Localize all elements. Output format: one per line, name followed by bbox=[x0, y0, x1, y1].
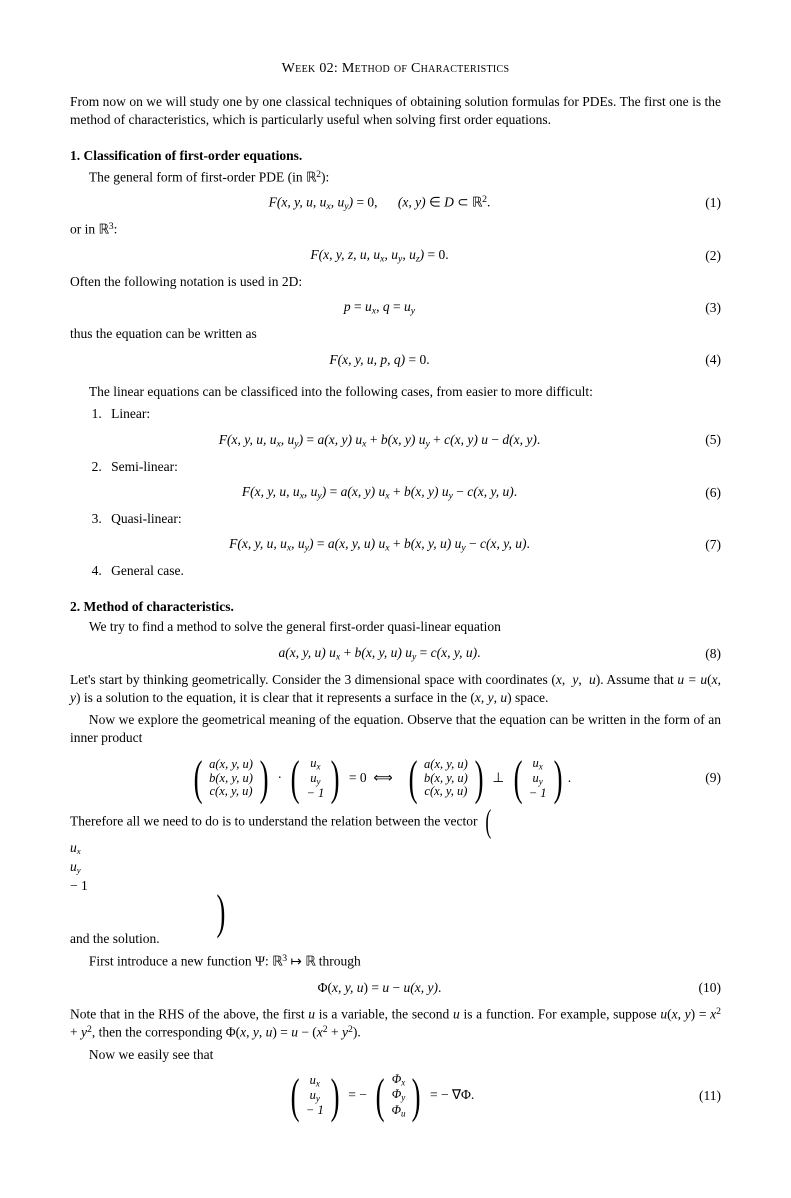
list-item-1: 1. Linear: bbox=[92, 405, 721, 423]
eq-num-6: (6) bbox=[689, 484, 721, 502]
equation-6: F(x, y, u, ux, uy) = a(x, y) ux + b(x, y… bbox=[70, 482, 721, 504]
eq-num-5: (5) bbox=[689, 431, 721, 449]
list-item-4: 4. General case. bbox=[92, 562, 721, 580]
text-therefore-b: and the solution. bbox=[70, 931, 160, 946]
eq-num-2: (2) bbox=[689, 247, 721, 265]
eq-num-7: (7) bbox=[689, 536, 721, 554]
text-geom2: Now we explore the geometrical meaning o… bbox=[70, 711, 721, 747]
text-phi-intro: First introduce a new function Ψ: ℝ3 ↦ ℝ… bbox=[70, 952, 721, 971]
text-classification: The linear equations can be classificed … bbox=[70, 383, 721, 401]
intro-paragraph: From now on we will study one by one cla… bbox=[70, 93, 721, 129]
equation-5: F(x, y, u, ux, uy) = a(x, y) ux + b(x, y… bbox=[70, 430, 721, 452]
text-therefore-a: Therefore all we need to do is to unders… bbox=[70, 813, 481, 828]
list-item-2-label: Semi-linear: bbox=[111, 459, 178, 474]
eq-num-1: (1) bbox=[689, 194, 721, 212]
eq-num-3: (3) bbox=[689, 299, 721, 317]
list-item-4-label: General case. bbox=[111, 563, 184, 578]
equation-1: F(x, y, u, ux, uy) = 0, (x, y) ∈ D ⊂ ℝ2.… bbox=[70, 192, 721, 214]
page-title: Week 02: Method of Characteristics bbox=[70, 60, 721, 79]
eq-num-11: (11) bbox=[689, 1087, 721, 1105]
list-item-1-label: Linear: bbox=[111, 406, 150, 421]
section-2-sub: We try to find a method to solve the gen… bbox=[70, 618, 721, 636]
eq-num-10: (10) bbox=[689, 979, 721, 997]
equation-8: a(x, y, u) ux + b(x, y, u) uy = c(x, y, … bbox=[70, 643, 721, 665]
equation-2: F(x, y, z, u, ux, uy, uz) = 0. (2) bbox=[70, 245, 721, 267]
section-1-sub: The general form of first-order PDE (in … bbox=[70, 168, 721, 187]
equation-11: (uxuy− 1) = − (ΦxΦyΦu) = − ∇Φ. (11) bbox=[70, 1070, 721, 1121]
section-2-heading: 2. Method of characteristics. bbox=[70, 598, 721, 616]
text-note: Note that in the RHS of the above, the f… bbox=[70, 1005, 721, 1042]
equation-4: F(x, y, u, p, q) = 0. (4) bbox=[70, 349, 721, 371]
list-item-2: 2. Semi-linear: bbox=[92, 458, 721, 476]
text-therefore: Therefore all we need to do is to unders… bbox=[70, 810, 721, 835]
text-thus: thus the equation can be written as bbox=[70, 325, 721, 343]
list-item-3: 3. Quasi-linear: bbox=[92, 510, 721, 528]
text-often: Often the following notation is used in … bbox=[70, 273, 721, 291]
section-1-heading: 1. Classification of first-order equatio… bbox=[70, 147, 721, 165]
text-now: Now we easily see that bbox=[70, 1046, 721, 1064]
text-geom1: Let's start by thinking geometrically. C… bbox=[70, 671, 721, 707]
equation-3: p = ux, q = uy (3) bbox=[70, 297, 721, 319]
eq-num-9: (9) bbox=[689, 769, 721, 787]
text-or-r3: or in ℝ3: bbox=[70, 220, 721, 239]
list-item-3-label: Quasi-linear: bbox=[111, 511, 181, 526]
eq-num-8: (8) bbox=[689, 645, 721, 663]
equation-9: (a(x, y, u)b(x, y, u)c(x, y, u)) · (uxuy… bbox=[70, 754, 721, 804]
eq-num-4: (4) bbox=[689, 351, 721, 369]
equation-7: F(x, y, u, ux, uy) = a(x, y, u) ux + b(x… bbox=[70, 534, 721, 556]
equation-10: Φ(x, y, u) = u − u(x, y). (10) bbox=[70, 977, 721, 999]
